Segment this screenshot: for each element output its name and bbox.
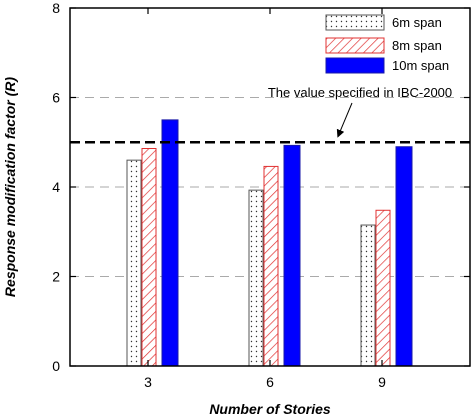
- legend-swatch-hatch: [325, 37, 385, 54]
- bar-dots-3: [126, 159, 142, 367]
- x-axis-title: Number of Stories: [209, 401, 331, 417]
- bars: [126, 119, 413, 367]
- legend-label: 8m span: [392, 38, 442, 53]
- bar-hatch-6: [263, 165, 279, 367]
- y-tick-label: 8: [52, 0, 60, 16]
- y-tick-label: 0: [52, 358, 60, 374]
- reference-line-group: The value specified in IBC-2000: [70, 85, 470, 144]
- bar-hatch-3: [141, 148, 157, 367]
- bar-dots-9: [360, 224, 376, 367]
- bar-hatch-9: [375, 209, 391, 367]
- bar-solid-3: [161, 119, 179, 367]
- legend-label: 6m span: [392, 15, 442, 30]
- legend-swatch-dots: [325, 14, 385, 31]
- legend-label: 10m span: [392, 58, 449, 73]
- y-axis-title: Response modification factor (R): [2, 77, 18, 297]
- annotation-arrow: [336, 102, 353, 138]
- x-tick-label: 9: [378, 374, 386, 390]
- legend-swatch-solid: [325, 57, 385, 74]
- y-tick-label: 4: [52, 179, 60, 195]
- x-tick-label: 3: [144, 374, 152, 390]
- y-axis-ticks: 0 2 4 6 8: [52, 0, 470, 374]
- legend: 6m span 8m span 10m span: [325, 14, 449, 74]
- bar-solid-6: [283, 144, 301, 367]
- x-tick-label: 6: [266, 374, 274, 390]
- x-axis-ticks: 3 6 9: [144, 8, 386, 390]
- y-tick-label: 6: [52, 90, 60, 106]
- y-tick-label: 2: [52, 269, 60, 285]
- bar-dots-6: [248, 189, 264, 367]
- bar-solid-9: [395, 146, 413, 367]
- reference-line-annotation: The value specified in IBC-2000: [268, 85, 452, 100]
